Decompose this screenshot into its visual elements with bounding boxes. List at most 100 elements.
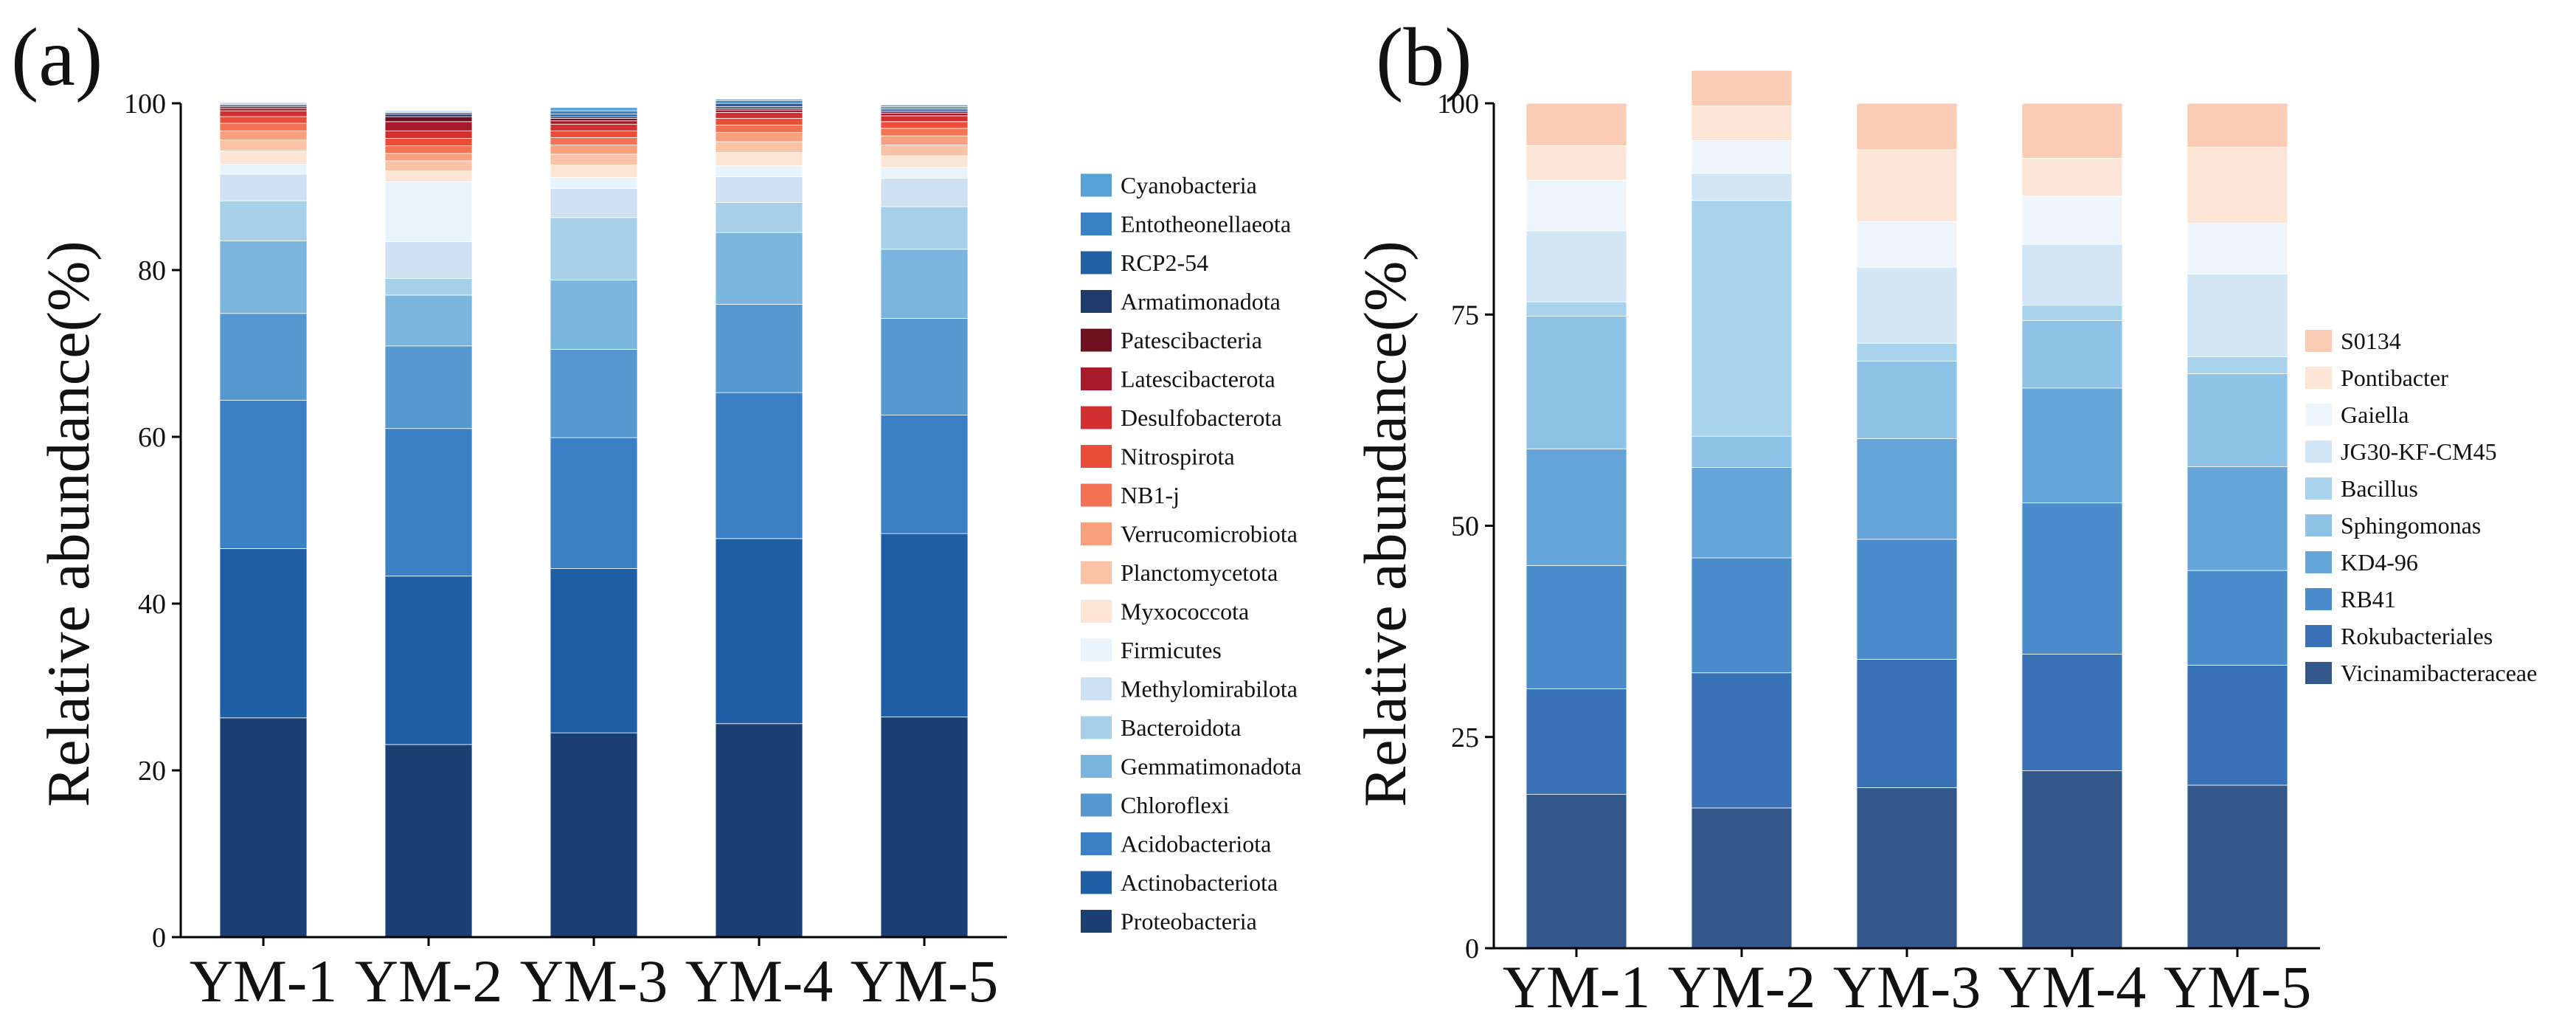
- panel-a-bar-segment: [715, 392, 803, 539]
- panel-b-legend-label: S0134: [2341, 328, 2401, 354]
- panel-a-legend-label: Desulfobacterota: [1121, 404, 1282, 431]
- panel-b-bar-segment: [1691, 139, 1793, 174]
- panel-b-bar-segment: [2021, 196, 2123, 245]
- panel-a-bar-segment: [384, 153, 473, 162]
- panel-a-bar-segment: [384, 130, 473, 139]
- panel-a-y-tick-label: 100: [124, 89, 166, 120]
- panel-a-legend-label: Methylomirabilota: [1121, 676, 1298, 702]
- panel-a-bar-segment: [219, 110, 308, 117]
- panel-a-bar-segment: [384, 170, 473, 182]
- panel-b-bar-segment: [2021, 305, 2123, 321]
- panel-a-y-tick-label: 0: [152, 922, 166, 953]
- panel-a-legend-swatch: [1081, 793, 1112, 817]
- panel-b-legend-label: RB41: [2341, 586, 2396, 612]
- panel-a-bar-segment: [550, 145, 638, 155]
- panel-a-bar-segment: [715, 132, 803, 142]
- panel-b-x-tick-label: YM-3: [1833, 953, 1981, 1021]
- panel-b-bar-segment: [1526, 103, 1627, 146]
- panel-a-bar-segment: [219, 200, 308, 241]
- panel-a-bar-segment: [550, 217, 638, 280]
- panel-a-legend-label: Entotheonellaeota: [1121, 211, 1291, 238]
- panel-a-bar-segment: [384, 576, 473, 745]
- panel-a-bar-segment: [384, 744, 473, 938]
- panel-a-bar-segment: [880, 128, 969, 137]
- panel-b-bar-segment: [2187, 665, 2288, 786]
- panel-a-legend-swatch: [1081, 290, 1112, 313]
- panel-a-x-tick-label: YM-2: [355, 947, 502, 1015]
- panel-b-bar-segment: [1691, 467, 1793, 559]
- panel-a-legend-swatch: [1081, 445, 1112, 468]
- panel-a-legend-label: Actinobacteriota: [1121, 869, 1278, 896]
- panel-a-bar-segment: [550, 130, 638, 138]
- panel-b-bar-segment: [1526, 179, 1627, 232]
- panel-a-legend-swatch: [1081, 755, 1112, 778]
- panel-b-bar-segment: [2021, 770, 2123, 949]
- panel-b-bar-segment: [1526, 316, 1627, 449]
- panel-a-legend-swatch: [1081, 677, 1112, 700]
- panel-b-x-tick-label: YM-2: [1668, 953, 1815, 1021]
- panel-a-bar-segment: [550, 187, 638, 218]
- panel-a-legend-label: NB1-j: [1121, 482, 1180, 508]
- panel-a-y-ticks: 0 20 40 60 80 100: [124, 89, 181, 953]
- panel-b-bar-segment: [1526, 448, 1627, 566]
- panel-a-bar-segment: [384, 241, 473, 279]
- panel-b-legend-label: Vicinamibacteraceae: [2341, 660, 2537, 686]
- panel-b-bar-segment: [1526, 301, 1627, 317]
- panel-a-x-tick-label: YM-5: [851, 947, 998, 1015]
- panel-a-bar-segment: [550, 280, 638, 350]
- panel-a-legend-label: Nitrospirota: [1121, 443, 1235, 470]
- panel-a-bar-segment: [715, 176, 803, 203]
- panel-b-legend-swatch: [2305, 588, 2332, 610]
- panel-a-bar-segment: [384, 160, 473, 171]
- panel-b-chart: (b) Relative abundance(%) 0 25 50 75 100 YM-…: [1351, 12, 2537, 1021]
- panel-a-legend-label: Patescibacteria: [1121, 327, 1262, 353]
- panel-b-bar-segment: [2187, 466, 2288, 571]
- panel-b-bar-segment: [1856, 659, 1958, 788]
- panel-b-bar-segment: [1691, 557, 1793, 674]
- panel-a-legend-label: RCP2-54: [1121, 249, 1208, 276]
- panel-a-legend-label: Planctomycetota: [1121, 559, 1278, 586]
- panel-b-bar-segment: [1526, 794, 1627, 949]
- panel-a-legend-swatch: [1081, 832, 1112, 855]
- panel-a-bar-segment: [880, 115, 969, 122]
- panel-a-bar-segment: [219, 151, 308, 165]
- panel-b-bar-segment: [1856, 103, 1958, 151]
- panel-b-legend-swatch: [2305, 441, 2332, 463]
- panel-a-bar-segment: [550, 114, 638, 117]
- panel-b-bar-segment: [2187, 223, 2288, 275]
- panel-a-legend-label: Armatimonadota: [1121, 289, 1281, 315]
- panel-a-bar-segment: [715, 165, 803, 177]
- panel-b-bar-segment: [1526, 230, 1627, 303]
- panel-b-bar-segment: [2021, 654, 2123, 771]
- panel-b-bar-segment: [2187, 103, 2288, 148]
- panel-a-bar-segment: [219, 313, 308, 401]
- panel-a-legend-swatch: [1081, 483, 1112, 507]
- panel-a-bar-segment: [880, 145, 969, 156]
- panel-a-bar-segment: [880, 113, 969, 117]
- panel-b-legend-label: Bacillus: [2341, 475, 2418, 502]
- panel-a-bar-segment: [550, 117, 638, 122]
- panel-b-y-tick-label: 75: [1451, 300, 1479, 331]
- panel-b-legend-swatch: [2305, 551, 2332, 573]
- panel-a-legend-swatch: [1081, 716, 1112, 739]
- panel-b-bar-segment: [1856, 221, 1958, 268]
- panel-a-legend-swatch: [1081, 213, 1112, 235]
- panel-a-bar-segment: [880, 178, 969, 207]
- panel-b-letter: (b): [1376, 12, 1472, 103]
- panel-b-legend-label: Gaiella: [2341, 401, 2409, 428]
- panel-a-y-axis-label: Relative abundance(%): [35, 241, 102, 807]
- panel-a-y-tick-label: 80: [138, 255, 166, 286]
- panel-a-legend-swatch: [1081, 561, 1112, 584]
- panel-b-x-tick-label: YM-5: [2164, 953, 2311, 1021]
- panel-a-bar-segment: [715, 202, 803, 233]
- panel-a-legend-swatch: [1081, 328, 1112, 352]
- panel-b-bar-segment: [1856, 787, 1958, 949]
- panel-a-legend-label: Cyanobacteria: [1121, 172, 1257, 198]
- panel-b-bar-segment: [2187, 147, 2288, 224]
- panel-a-bar-segment: [219, 139, 308, 151]
- panel-a-bar-segment: [550, 348, 638, 438]
- panel-b-bar-segment: [2021, 503, 2123, 655]
- panel-b-bar-segment: [1691, 200, 1793, 437]
- panel-a-bar-segment: [715, 112, 803, 119]
